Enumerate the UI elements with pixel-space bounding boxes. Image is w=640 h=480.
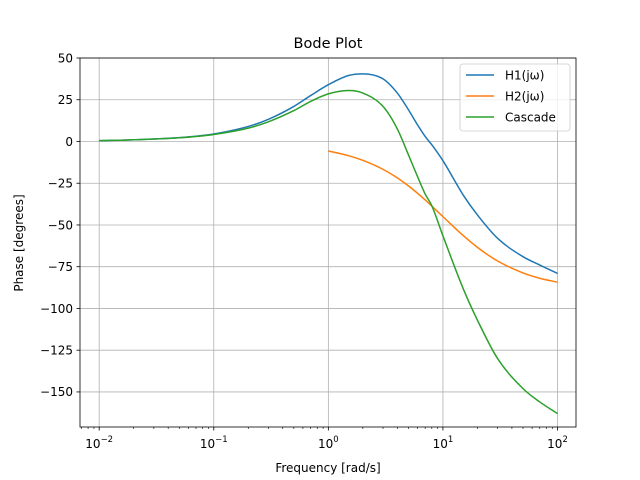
y-tick-label: −50 [48,218,73,232]
x-tick-label: 102 [547,435,568,451]
x-tick-label: 101 [433,435,454,451]
y-axis-label: Phase [degrees] [12,194,26,291]
y-tick-label: −25 [48,177,73,191]
y-tick-label: −75 [48,260,73,274]
ticks: 10−2 10−1 100 101 102 50 25 0 −25 −50 −75 −100 −125 −… [40,51,568,451]
legend: H1(jω) H2(jω) Cascade [459,63,571,132]
legend-label-0: H1(jω) [505,69,544,83]
x-tick-label: 10−1 [200,435,228,451]
y-tick-label: −150 [40,385,73,399]
legend-label-2: Cascade [505,111,556,125]
series-lines [99,73,558,415]
y-tick-label: −125 [40,343,73,357]
series-line-0 [99,73,558,275]
series-line-2 [99,89,558,415]
legend-box [459,63,571,132]
y-tick-label: 50 [58,51,73,65]
y-tick-label: 25 [58,93,73,107]
x-tick-label: 100 [318,435,339,451]
y-tick-label: 0 [65,135,73,149]
legend-label-1: H2(jω) [505,90,544,104]
y-tick-label: −100 [40,302,73,316]
series-line-1 [328,150,558,283]
x-axis-label: Frequency [rad/s] [275,461,380,475]
chart-title: Bode Plot [294,36,363,52]
x-tick-label: 10−2 [85,435,113,451]
